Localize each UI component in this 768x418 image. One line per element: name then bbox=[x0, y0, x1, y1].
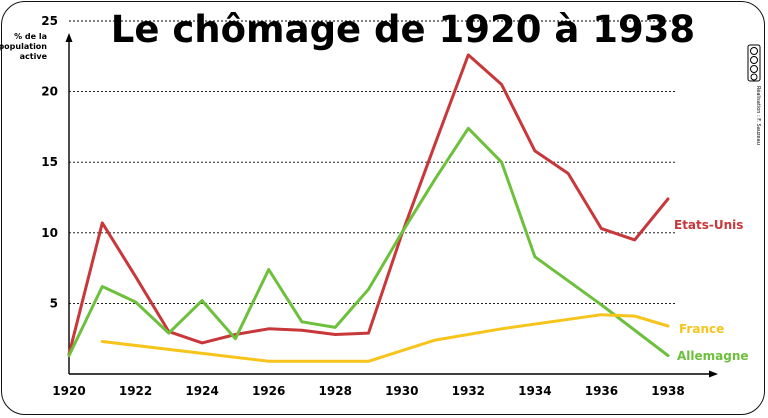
license-badge bbox=[747, 44, 761, 82]
x-tick-label: 1932 bbox=[452, 384, 485, 398]
y-tick-label: 15 bbox=[41, 155, 58, 169]
attribution-icon bbox=[750, 56, 758, 64]
x-tick-label: 1928 bbox=[319, 384, 352, 398]
x-tick-label: 1926 bbox=[252, 384, 285, 398]
series-lines bbox=[67, 53, 670, 363]
sharealike-icon bbox=[750, 73, 758, 81]
gridlines bbox=[69, 20, 677, 304]
x-tick-label: 1922 bbox=[119, 384, 152, 398]
axes bbox=[65, 33, 718, 378]
y-tick-labels: 5 10 15 20 25 bbox=[41, 14, 58, 310]
x-axis-arrow-icon bbox=[709, 370, 718, 378]
series-line bbox=[100, 313, 670, 363]
chart-title: Le chômage de 1920 à 1938 bbox=[111, 8, 695, 51]
series-label: Allemagne bbox=[677, 349, 749, 363]
series-label: France bbox=[679, 322, 724, 336]
x-tick-label: 1938 bbox=[651, 384, 684, 398]
series-line bbox=[67, 126, 670, 358]
x-tick-label: 1930 bbox=[385, 384, 418, 398]
series-line bbox=[67, 53, 670, 356]
y-axis-arrow-icon bbox=[65, 33, 73, 42]
x-tick-label: 1934 bbox=[518, 384, 551, 398]
y-axis-label-line: active bbox=[20, 52, 48, 61]
x-tick-labels: 1920 1922 1924 1926 1928 1930 1932 1934 1936 1938 bbox=[52, 384, 684, 398]
credit-text: Réalisation : F. Sauzeau bbox=[755, 86, 762, 145]
x-tick-label: 1920 bbox=[52, 384, 85, 398]
y-axis-label-line: population bbox=[0, 42, 47, 51]
y-tick-label: 20 bbox=[41, 85, 58, 99]
noncommercial-icon bbox=[750, 65, 758, 73]
series-labels: Etats-Unis Allemagne France bbox=[674, 218, 749, 363]
y-tick-label: 5 bbox=[50, 296, 58, 310]
series-label: Etats-Unis bbox=[674, 218, 743, 232]
y-axis-label: % de la population active bbox=[0, 32, 48, 61]
cc-icon bbox=[750, 47, 758, 55]
x-tick-label: 1936 bbox=[585, 384, 618, 398]
y-axis-label-line: % de la bbox=[14, 32, 47, 41]
y-tick-label: 10 bbox=[41, 226, 58, 240]
y-tick-label: 25 bbox=[41, 14, 58, 28]
x-tick-label: 1924 bbox=[185, 384, 218, 398]
